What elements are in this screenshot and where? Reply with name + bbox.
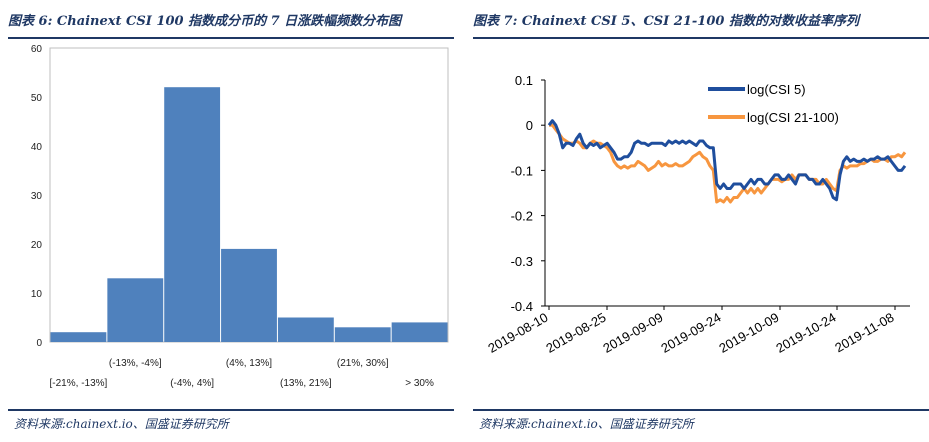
histogram-bar	[391, 322, 448, 342]
line-chart-title: 图表 7: Chainext CSI 5、CSI 21-100 指数的对数收益率…	[473, 14, 859, 29]
histogram-x-label: (4%, 13%]	[226, 358, 272, 369]
histogram-chart: 0 10 20 30 40 50 60 [-21%, -13%](-13%, -4%] (-4…	[31, 44, 449, 389]
histogram-x-label: [-21%, -13%]	[50, 378, 108, 389]
histogram-title-rule	[8, 37, 454, 39]
histogram-x-label: (13%, 21%]	[280, 378, 332, 389]
histogram-panel: 图表 6: Chainext CSI 100 指数成分币的 7 日涨跌幅频数分布…	[0, 0, 454, 442]
line-x-tick: 2019-08-25	[543, 310, 608, 356]
histogram-bars	[50, 87, 448, 342]
series-csi5-line	[547, 119, 907, 202]
line-chart-source: 资料来源:chainext.io、国盛证券研究所	[479, 417, 694, 431]
histogram-x-label: > 30%	[405, 378, 434, 389]
line-legend: log(CSI 5) log(CSI 21-100)	[708, 82, 839, 125]
histogram-bar	[334, 327, 391, 342]
histogram-y-tick: 50	[31, 93, 43, 104]
histogram-y-tick: 60	[31, 44, 43, 55]
line-x-axis: 2019-08-102019-08-252019-09-092019-09-24…	[485, 306, 897, 356]
histogram-x-label: (-13%, -4%]	[109, 358, 162, 369]
histogram-y-tick: 20	[31, 240, 43, 251]
histogram-y-axis: 0 10 20 30 40 50 60	[31, 44, 43, 349]
line-x-tick: 2019-10-24	[773, 310, 838, 356]
histogram-source: 资料来源:chainext.io、国盛证券研究所	[14, 417, 229, 431]
line-x-tick: 2019-09-09	[600, 310, 665, 356]
histogram-x-label: (21%, 30%]	[337, 358, 389, 369]
line-panel: 图表 7: Chainext CSI 5、CSI 21-100 指数的对数收益率…	[465, 0, 929, 442]
line-y-axis: 0.1 0 -0.1 -0.2 -0.3 -0.4	[511, 73, 545, 314]
line-y-tick: -0.1	[511, 163, 533, 178]
histogram-bar	[277, 317, 334, 342]
histogram-bar	[221, 248, 277, 342]
series-csi21-100-line	[549, 123, 907, 204]
histogram-y-tick: 30	[31, 191, 43, 202]
histogram-x-labels: [-21%, -13%](-13%, -4%] (-4%, 4%] (4%, 13%…	[50, 358, 434, 389]
legend-label: log(CSI 21-100)	[747, 110, 839, 125]
histogram-x-label: (-4%, 4%]	[170, 378, 214, 389]
line-x-tick: 2019-08-10	[485, 310, 550, 356]
line-source-rule	[473, 409, 929, 411]
line-y-tick: -0.3	[511, 254, 533, 269]
line-title-rule	[473, 37, 929, 39]
line-x-tick: 2019-09-24	[658, 310, 723, 356]
line-y-tick: -0.4	[511, 299, 533, 314]
legend-label: log(CSI 5)	[747, 82, 806, 97]
line-y-tick: -0.2	[511, 209, 533, 224]
line-chart: 0.1 0 -0.1 -0.2 -0.3 -0.4 2019-08-102019-08-2…	[485, 73, 910, 356]
line-y-tick: 0.1	[515, 73, 533, 88]
histogram-y-tick: 0	[36, 338, 42, 349]
line-x-tick: 2019-10-09	[716, 310, 781, 356]
histogram-y-tick: 40	[31, 142, 43, 153]
histogram-bar	[164, 87, 221, 342]
line-x-tick: 2019-11-08	[832, 310, 896, 356]
histogram-bar	[50, 332, 107, 342]
histogram-y-tick: 10	[31, 289, 43, 300]
line-y-tick: 0	[526, 118, 533, 133]
line-series	[547, 119, 907, 204]
histogram-bar	[107, 278, 164, 342]
histogram-title: 图表 6: Chainext CSI 100 指数成分币的 7 日涨跌幅频数分布…	[8, 14, 402, 29]
histogram-source-rule	[8, 409, 454, 411]
